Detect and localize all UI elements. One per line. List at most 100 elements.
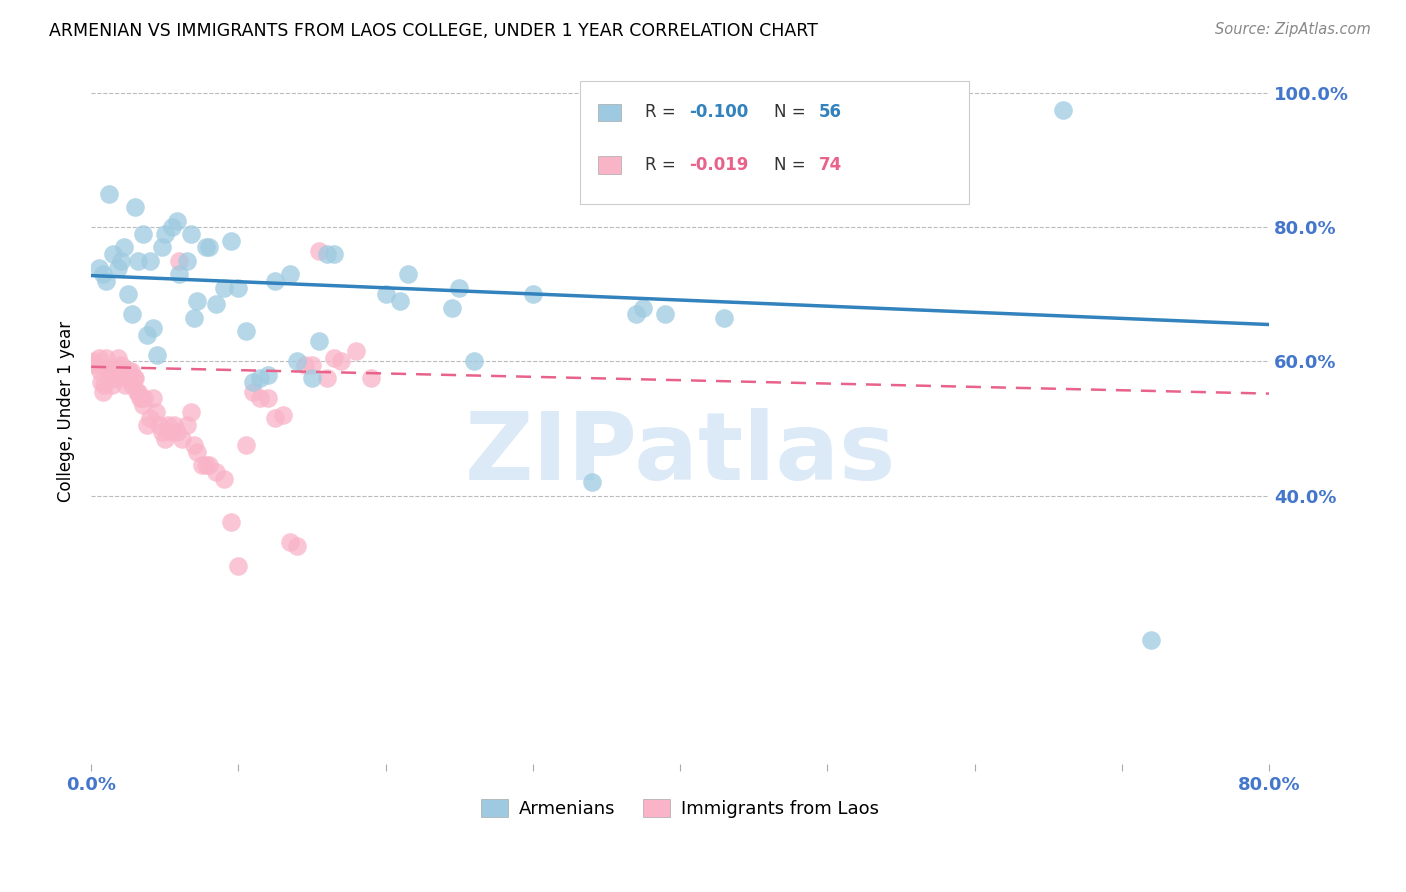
Point bbox=[389, 293, 412, 308]
Point bbox=[285, 354, 308, 368]
Point bbox=[522, 287, 544, 301]
Point bbox=[1052, 103, 1074, 117]
Point bbox=[153, 432, 176, 446]
Point bbox=[112, 368, 135, 382]
Point bbox=[118, 364, 141, 378]
Point bbox=[105, 364, 128, 378]
Point bbox=[96, 361, 118, 376]
Point bbox=[150, 425, 173, 439]
Point bbox=[271, 408, 294, 422]
Point bbox=[315, 371, 337, 385]
Point bbox=[294, 358, 316, 372]
Point bbox=[121, 377, 143, 392]
Point bbox=[134, 392, 156, 406]
Point bbox=[166, 425, 188, 439]
Point bbox=[249, 371, 271, 385]
Point bbox=[242, 375, 264, 389]
Point bbox=[162, 418, 184, 433]
Point bbox=[256, 368, 278, 382]
FancyBboxPatch shape bbox=[598, 156, 621, 174]
Text: ZIPatlas: ZIPatlas bbox=[464, 408, 896, 500]
Text: 74: 74 bbox=[820, 156, 842, 174]
Point bbox=[205, 297, 228, 311]
Point bbox=[172, 432, 194, 446]
Point bbox=[169, 267, 191, 281]
Point bbox=[160, 220, 183, 235]
Point bbox=[136, 418, 159, 433]
FancyBboxPatch shape bbox=[579, 81, 969, 204]
Point bbox=[198, 458, 221, 473]
Point bbox=[624, 308, 647, 322]
Point bbox=[97, 186, 120, 201]
Point bbox=[121, 308, 143, 322]
Point bbox=[94, 351, 117, 365]
Text: N =: N = bbox=[775, 156, 811, 174]
Point bbox=[186, 293, 208, 308]
Point bbox=[669, 127, 692, 141]
Point bbox=[228, 280, 250, 294]
Point bbox=[90, 375, 112, 389]
Point bbox=[124, 200, 146, 214]
Point bbox=[100, 377, 122, 392]
Point bbox=[228, 558, 250, 573]
Point bbox=[330, 354, 353, 368]
Point bbox=[110, 253, 132, 268]
Point bbox=[195, 240, 218, 254]
Point bbox=[219, 516, 242, 530]
Point bbox=[148, 418, 170, 433]
Point bbox=[131, 398, 153, 412]
Point bbox=[212, 280, 235, 294]
Point bbox=[128, 392, 150, 406]
Point bbox=[242, 384, 264, 399]
Point bbox=[122, 371, 145, 385]
Point bbox=[107, 260, 129, 275]
Point bbox=[127, 384, 149, 399]
Point bbox=[633, 301, 655, 315]
Point bbox=[142, 392, 165, 406]
Point bbox=[111, 364, 134, 378]
Point bbox=[176, 253, 198, 268]
Point bbox=[190, 458, 212, 473]
Point bbox=[87, 260, 110, 275]
Point bbox=[235, 438, 257, 452]
Point bbox=[139, 253, 162, 268]
Point bbox=[159, 425, 181, 439]
Point bbox=[108, 361, 131, 376]
Point bbox=[308, 334, 330, 349]
Point bbox=[120, 364, 142, 378]
Point bbox=[308, 244, 330, 258]
Text: R =: R = bbox=[645, 103, 681, 121]
Point bbox=[186, 445, 208, 459]
Point bbox=[153, 227, 176, 241]
Text: -0.100: -0.100 bbox=[689, 103, 749, 121]
Point bbox=[301, 371, 323, 385]
Point bbox=[180, 405, 202, 419]
Point bbox=[205, 465, 228, 479]
Point bbox=[89, 364, 111, 378]
Legend: Armenians, Immigrants from Laos: Armenians, Immigrants from Laos bbox=[474, 791, 886, 825]
Point bbox=[264, 274, 287, 288]
Text: Source: ZipAtlas.com: Source: ZipAtlas.com bbox=[1215, 22, 1371, 37]
Point bbox=[145, 405, 167, 419]
Point bbox=[654, 308, 676, 322]
Text: N =: N = bbox=[775, 103, 811, 121]
Point bbox=[264, 411, 287, 425]
Point bbox=[440, 301, 463, 315]
Point bbox=[83, 354, 105, 368]
Point bbox=[84, 358, 107, 372]
Point bbox=[180, 227, 202, 241]
Point bbox=[97, 364, 120, 378]
Point bbox=[1140, 632, 1163, 647]
Point bbox=[124, 371, 146, 385]
Point bbox=[150, 240, 173, 254]
Point bbox=[219, 234, 242, 248]
Point bbox=[104, 371, 127, 385]
Point bbox=[183, 310, 205, 325]
Point bbox=[323, 247, 346, 261]
Point bbox=[360, 371, 382, 385]
Point bbox=[463, 354, 485, 368]
FancyBboxPatch shape bbox=[598, 103, 621, 121]
Point bbox=[235, 324, 257, 338]
Point bbox=[110, 358, 132, 372]
Point bbox=[115, 371, 138, 385]
